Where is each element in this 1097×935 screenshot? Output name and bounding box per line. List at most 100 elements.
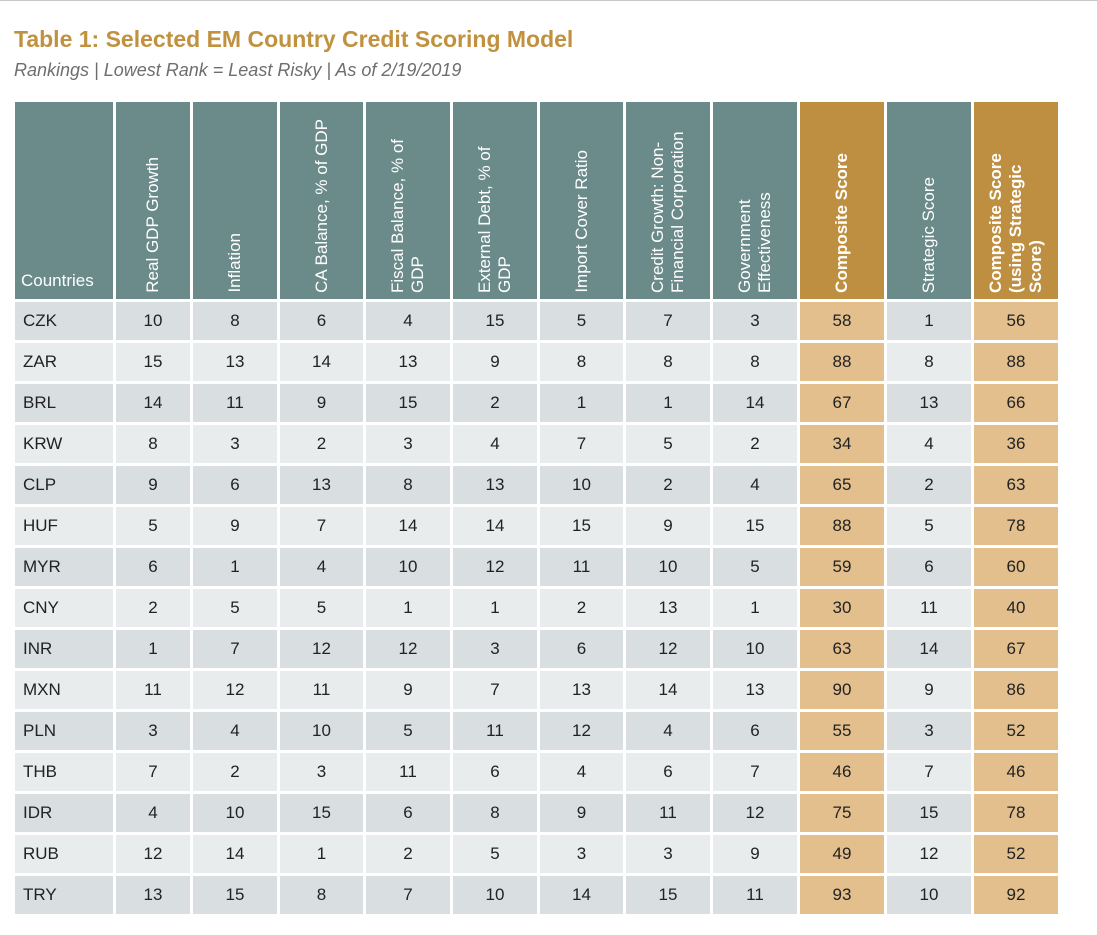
cell-composite-strategic-score: 52: [974, 712, 1058, 750]
cell-fiscal-balance: 6: [366, 794, 450, 832]
cell-government-effectiveness: 5: [713, 548, 797, 586]
top-rule: [0, 0, 1097, 1]
cell-composite-score: 67: [800, 384, 884, 422]
cell-fiscal-balance: 12: [366, 630, 450, 668]
country-cell: HUF: [15, 507, 113, 545]
cell-real-gdp-growth: 10: [116, 302, 190, 340]
cell-strategic-score: 2: [887, 466, 971, 504]
cell-government-effectiveness: 7: [713, 753, 797, 791]
table-row: IDR 4 10 15 6 8 9 11 12 75 15 78: [15, 794, 1058, 832]
cell-inflation: 7: [193, 630, 277, 668]
cell-government-effectiveness: 2: [713, 425, 797, 463]
cell-composite-strategic-score: 86: [974, 671, 1058, 709]
cell-fiscal-balance: 11: [366, 753, 450, 791]
cell-composite-score: 49: [800, 835, 884, 873]
cell-government-effectiveness: 11: [713, 876, 797, 914]
cell-external-debt: 3: [453, 630, 537, 668]
cell-credit-growth: 1: [626, 384, 710, 422]
table-row: ZAR 15 13 14 13 9 8 8 8 88 8 88: [15, 343, 1058, 381]
cell-ca-balance: 13: [280, 466, 363, 504]
cell-ca-balance: 6: [280, 302, 363, 340]
cell-fiscal-balance: 3: [366, 425, 450, 463]
cell-real-gdp-growth: 4: [116, 794, 190, 832]
cell-government-effectiveness: 10: [713, 630, 797, 668]
cell-external-debt: 5: [453, 835, 537, 873]
cell-real-gdp-growth: 7: [116, 753, 190, 791]
cell-real-gdp-growth: 5: [116, 507, 190, 545]
cell-inflation: 4: [193, 712, 277, 750]
cell-ca-balance: 3: [280, 753, 363, 791]
header-row: Countries Real GDP Growth Inflation CA B…: [15, 102, 1058, 299]
header-external-debt: External Debt, % of GDP: [453, 102, 537, 299]
cell-external-debt: 8: [453, 794, 537, 832]
cell-ca-balance: 14: [280, 343, 363, 381]
cell-fiscal-balance: 7: [366, 876, 450, 914]
cell-inflation: 2: [193, 753, 277, 791]
cell-inflation: 11: [193, 384, 277, 422]
cell-composite-score: 58: [800, 302, 884, 340]
cell-strategic-score: 14: [887, 630, 971, 668]
cell-composite-strategic-score: 60: [974, 548, 1058, 586]
page-title: Table 1: Selected EM Country Credit Scor…: [14, 26, 574, 52]
cell-composite-score: 55: [800, 712, 884, 750]
cell-credit-growth: 3: [626, 835, 710, 873]
cell-credit-growth: 8: [626, 343, 710, 381]
cell-import-cover-ratio: 7: [540, 425, 623, 463]
header-credit-growth: Credit Growth: Non-Financial Corporation: [626, 102, 710, 299]
cell-external-debt: 14: [453, 507, 537, 545]
cell-credit-growth: 15: [626, 876, 710, 914]
country-cell: MXN: [15, 671, 113, 709]
cell-credit-growth: 10: [626, 548, 710, 586]
cell-credit-growth: 11: [626, 794, 710, 832]
cell-strategic-score: 10: [887, 876, 971, 914]
cell-government-effectiveness: 9: [713, 835, 797, 873]
page-subtitle: Rankings | Lowest Rank = Least Risky | A…: [14, 60, 462, 80]
table-row: BRL 14 11 9 15 2 1 1 14 67 13 66: [15, 384, 1058, 422]
cell-real-gdp-growth: 13: [116, 876, 190, 914]
cell-ca-balance: 2: [280, 425, 363, 463]
cell-import-cover-ratio: 11: [540, 548, 623, 586]
cell-import-cover-ratio: 1: [540, 384, 623, 422]
cell-composite-score: 59: [800, 548, 884, 586]
cell-real-gdp-growth: 8: [116, 425, 190, 463]
cell-government-effectiveness: 15: [713, 507, 797, 545]
country-cell: TRY: [15, 876, 113, 914]
table-row: MYR 6 1 4 10 12 11 10 5 59 6 60: [15, 548, 1058, 586]
cell-real-gdp-growth: 3: [116, 712, 190, 750]
cell-real-gdp-growth: 11: [116, 671, 190, 709]
header-import-cover-ratio: Import Cover Ratio: [540, 102, 623, 299]
cell-strategic-score: 9: [887, 671, 971, 709]
cell-import-cover-ratio: 13: [540, 671, 623, 709]
cell-government-effectiveness: 4: [713, 466, 797, 504]
cell-fiscal-balance: 9: [366, 671, 450, 709]
cell-real-gdp-growth: 1: [116, 630, 190, 668]
cell-composite-strategic-score: 56: [974, 302, 1058, 340]
cell-external-debt: 7: [453, 671, 537, 709]
cell-composite-strategic-score: 78: [974, 794, 1058, 832]
countries-header: Countries: [15, 102, 113, 299]
cell-inflation: 6: [193, 466, 277, 504]
cell-strategic-score: 15: [887, 794, 971, 832]
cell-external-debt: 9: [453, 343, 537, 381]
cell-import-cover-ratio: 8: [540, 343, 623, 381]
cell-external-debt: 12: [453, 548, 537, 586]
cell-government-effectiveness: 12: [713, 794, 797, 832]
cell-credit-growth: 14: [626, 671, 710, 709]
cell-inflation: 1: [193, 548, 277, 586]
cell-ca-balance: 8: [280, 876, 363, 914]
cell-composite-score: 30: [800, 589, 884, 627]
cell-composite-strategic-score: 40: [974, 589, 1058, 627]
cell-external-debt: 6: [453, 753, 537, 791]
country-cell: RUB: [15, 835, 113, 873]
cell-strategic-score: 12: [887, 835, 971, 873]
cell-import-cover-ratio: 12: [540, 712, 623, 750]
cell-composite-strategic-score: 88: [974, 343, 1058, 381]
cell-ca-balance: 15: [280, 794, 363, 832]
table-row: PLN 3 4 10 5 11 12 4 6 55 3 52: [15, 712, 1058, 750]
cell-composite-strategic-score: 46: [974, 753, 1058, 791]
header-composite-score: Composite Score: [800, 102, 884, 299]
cell-external-debt: 10: [453, 876, 537, 914]
cell-credit-growth: 6: [626, 753, 710, 791]
cell-composite-score: 75: [800, 794, 884, 832]
country-cell: ZAR: [15, 343, 113, 381]
